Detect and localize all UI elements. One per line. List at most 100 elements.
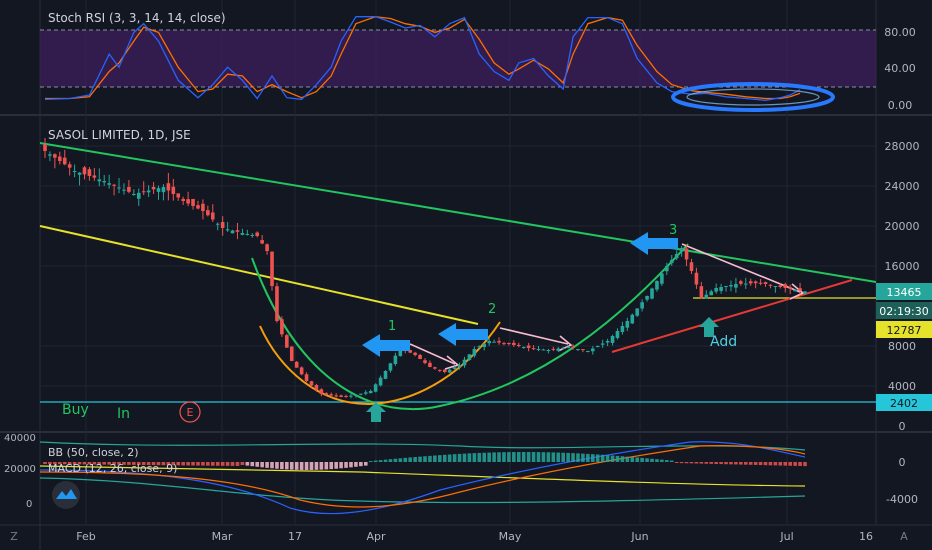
macd-histogram-bar (210, 462, 215, 466)
candle-body (758, 282, 763, 284)
time-label-16: 16 (859, 530, 873, 543)
candle-body (132, 194, 136, 195)
macd-histogram-bar (250, 462, 255, 467)
price-tick-4000: 4000 (888, 380, 916, 393)
candle-body (388, 363, 393, 371)
macd-histogram-bar (260, 462, 264, 468)
macd-histogram-bar (763, 462, 768, 466)
pink-line-2 (499, 327, 569, 345)
candle-body (694, 272, 699, 285)
macd-histogram-bar (82, 462, 87, 465)
time-label-apr: Apr (366, 530, 386, 543)
candle-body (507, 343, 511, 345)
level-price-value: 12787 (887, 324, 922, 337)
candle-body (151, 186, 156, 190)
bb-upper-band (39, 441, 806, 451)
macd-histogram-bar (181, 462, 185, 466)
macd-histogram-bar (521, 452, 526, 462)
stoch-tick-80: 80.00 (884, 26, 916, 39)
timezone-toggle-icon[interactable]: Z (10, 530, 18, 543)
time-label-17: 17 (288, 530, 302, 543)
macd-histogram-bar (531, 452, 536, 462)
candle-body (743, 283, 748, 285)
candle-body (319, 389, 324, 394)
stoch-band-fill (40, 30, 876, 87)
macd-histogram-bar (428, 455, 432, 462)
candle-body (502, 343, 506, 345)
macd-histogram-bar (541, 452, 546, 462)
candle-body (615, 331, 620, 338)
candle-body (141, 191, 146, 193)
macd-histogram-bar (398, 458, 403, 462)
candle-body (778, 285, 783, 287)
auto-scale-toggle-icon[interactable]: A (900, 530, 908, 543)
candle-body (551, 348, 556, 350)
macd-histogram-bar (186, 462, 190, 466)
macd-histogram-bar (136, 462, 141, 465)
macd-histogram-bar (344, 462, 348, 468)
lower-right-tick-minus4000: -4000 (886, 493, 918, 506)
candle-body (309, 381, 314, 386)
macd-histogram-bar (768, 462, 773, 466)
candle-body (359, 393, 363, 395)
macd-histogram-bar (225, 462, 230, 466)
candle-body (462, 359, 467, 366)
macd-histogram-bar (53, 462, 57, 465)
candle-body (230, 230, 235, 234)
pink-arrowhead-2 (557, 335, 573, 352)
macd-histogram-bar (467, 453, 472, 462)
candle-body (62, 157, 67, 165)
macd-histogram-bar (551, 452, 556, 462)
candle-body (650, 288, 654, 299)
earnings-marker[interactable] (179, 401, 201, 423)
macd-histogram-bar (497, 452, 501, 462)
macd-histogram-bar (319, 462, 324, 470)
candle-body (53, 154, 57, 158)
macd-histogram-bar (294, 462, 299, 470)
orange-cup-curve (259, 321, 501, 406)
countdown-value: 02:19:30 (879, 305, 928, 318)
time-axis: Feb Mar 17 Apr May Jun Jul 16 (76, 530, 873, 543)
candle-body (497, 340, 501, 343)
macd-histogram-bar (368, 461, 373, 462)
candle-body (67, 164, 72, 168)
macd-histogram-bar (235, 462, 240, 466)
candle-body (630, 314, 635, 324)
tradingview-logo-icon[interactable] (52, 481, 80, 509)
candle-body (526, 345, 531, 348)
candle-body (472, 349, 477, 356)
candle-body (660, 273, 664, 284)
candle-body (299, 367, 304, 375)
time-label-mar: Mar (212, 530, 233, 543)
teal-up-arrow-2 (699, 317, 719, 337)
support-price-value: 2402 (890, 397, 918, 410)
macd-histogram-bar (605, 455, 610, 462)
green-cup-curve (251, 243, 689, 411)
macd-signal-line (39, 445, 806, 508)
last-price-value: 13465 (887, 286, 922, 299)
macd-histogram-bar (600, 454, 605, 462)
macd-histogram-bar (156, 462, 161, 466)
macd-histogram-bar (408, 457, 412, 462)
macd-histogram-bar (107, 462, 111, 465)
candle-body (561, 347, 565, 349)
candle-body (590, 348, 595, 352)
candle-body (413, 352, 417, 355)
macd-histogram-bar (650, 458, 654, 462)
candle-body (270, 251, 274, 286)
candle-body (265, 244, 269, 251)
candle-body (245, 234, 250, 235)
candle-body (739, 281, 743, 284)
annotation-3: 3 (669, 223, 677, 238)
pink-line-1 (409, 343, 456, 365)
macd-histogram-bar (788, 462, 792, 466)
macd-histogram-bar (196, 462, 200, 466)
candle-body (373, 384, 378, 392)
macd-histogram-bar (793, 462, 797, 466)
candle-body (669, 260, 674, 264)
macd-histogram-bar (571, 453, 575, 462)
macd-histogram-bar (507, 452, 511, 462)
candle-body (398, 348, 403, 357)
time-label-may: May (499, 530, 522, 543)
